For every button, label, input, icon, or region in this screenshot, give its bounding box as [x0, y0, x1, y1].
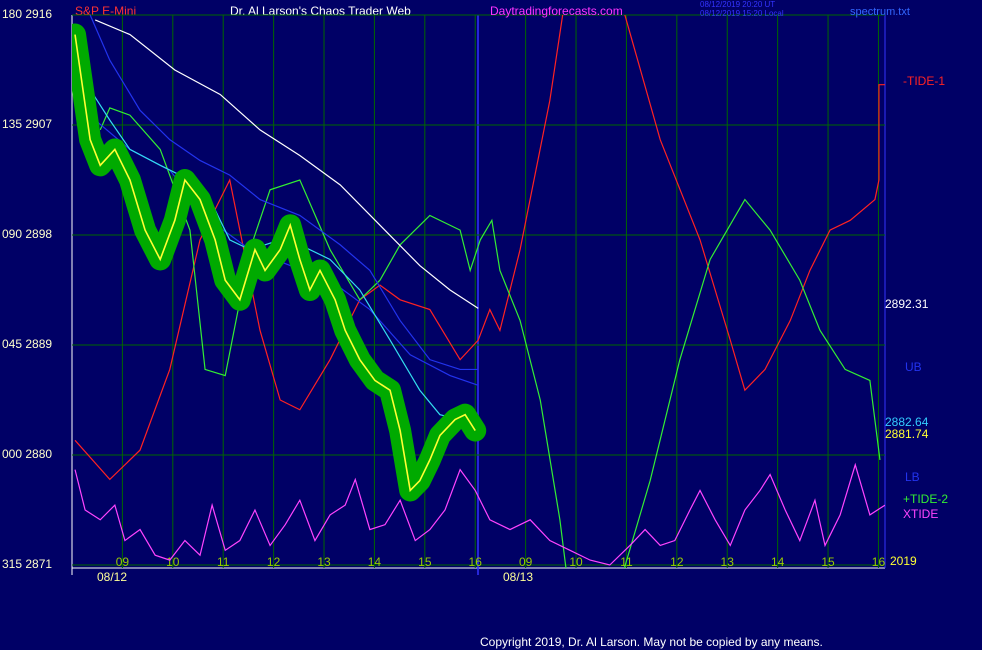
- series-line: [74, 462, 885, 566]
- annotation: 08/12/2019 20:20 UT: [700, 0, 775, 9]
- y-tick-label: 000 2880: [2, 447, 52, 461]
- series-line: [74, 34, 476, 493]
- x-tick-label: 15: [418, 555, 432, 569]
- legend-label: LB: [905, 470, 920, 484]
- series-line: [99, 107, 881, 568]
- x-tick-label: 11: [217, 555, 230, 569]
- x-tick-label: 14: [368, 555, 382, 569]
- x-tick-label: 12: [670, 555, 684, 569]
- annotation: Daytradingforecasts.com: [490, 4, 623, 18]
- y-tick-label: 315 2871: [2, 557, 52, 571]
- x-tick-label: 13: [721, 555, 735, 569]
- chart-title: Dr. Al Larson's Chaos Trader Web: [230, 4, 411, 18]
- annotation: 2881.74: [885, 427, 929, 441]
- x-tick-label: 13: [317, 555, 331, 569]
- x-tick-label: 09: [116, 555, 130, 569]
- legend-label: +TIDE-2: [903, 492, 948, 506]
- x-tick-label: 15: [821, 555, 835, 569]
- y-tick-label: 090 2898: [2, 227, 52, 241]
- x-tick-label: 14: [771, 555, 785, 569]
- series-line: [94, 19, 479, 309]
- x-tick-label: 09: [519, 555, 533, 569]
- annotation: 08/12/2019 15:20 Local: [700, 9, 784, 18]
- plot: [72, 15, 885, 568]
- x-tick-label: 16: [872, 555, 886, 569]
- x-tick-label: 12: [267, 555, 281, 569]
- legend-label: -TIDE-1: [903, 74, 945, 88]
- annotation: 2019: [890, 554, 917, 568]
- y-tick-label: 045 2889: [2, 337, 52, 351]
- series-line: [74, 34, 479, 426]
- chart-subtitle: S&P E-Mini: [75, 4, 136, 18]
- y-tick-label: 135 2907: [2, 117, 52, 131]
- series-line: [89, 15, 479, 371]
- annotation: Copyright 2019, Dr. Al Larson. May not b…: [480, 635, 823, 649]
- x-tick-label: 10: [569, 555, 583, 569]
- legend-label: XTIDE: [903, 507, 938, 521]
- y-tick-label: 180 2916: [2, 7, 52, 21]
- annotation: 08/12: [97, 570, 127, 584]
- legend-label: UB: [905, 360, 922, 374]
- annotation: 08/13: [503, 570, 533, 584]
- annotation: spectrum.txt: [850, 6, 910, 18]
- annotation: 2892.31: [885, 297, 929, 311]
- x-tick-label: 16: [469, 555, 483, 569]
- x-tick-label: 10: [166, 555, 180, 569]
- annotation: 2882.64: [885, 415, 929, 429]
